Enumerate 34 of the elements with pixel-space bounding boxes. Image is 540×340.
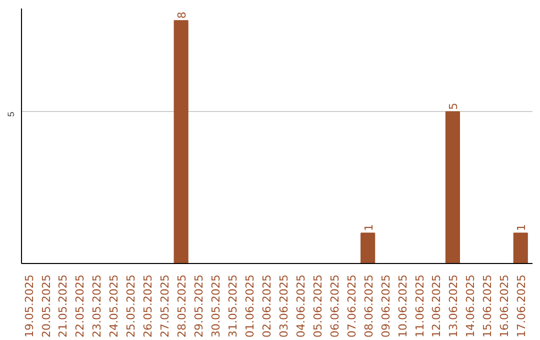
x-tick-label: 02.06.2025 <box>260 274 274 338</box>
x-tick-label: 12.06.2025 <box>430 274 444 338</box>
x-tick-label: 28.05.2025 <box>176 274 189 338</box>
x-tick-label: 15.06.2025 <box>481 274 494 338</box>
x-tick-label: 24.05.2025 <box>108 274 121 338</box>
x-tick-label: 26.05.2025 <box>142 274 155 338</box>
x-tick-label: 21.05.2025 <box>56 274 70 338</box>
x-tick-label: 11.06.2025 <box>413 274 426 338</box>
x-tick-label: 09.06.2025 <box>379 274 392 338</box>
x-tick-label: 30.05.2025 <box>210 274 223 338</box>
x-tick-label: 10.06.2025 <box>396 274 410 338</box>
x-tick-label: 29.05.2025 <box>192 274 206 338</box>
data-label: 5 <box>447 102 460 110</box>
data-label: 8 <box>176 12 189 19</box>
x-tick-label: 25.05.2025 <box>124 274 138 338</box>
x-tick-label: 22.05.2025 <box>74 274 87 338</box>
x-tick-label: 07.06.2025 <box>345 274 358 338</box>
x-tick-label: 19.05.2025 <box>22 274 36 338</box>
x-tick-label: 16.06.2025 <box>498 274 512 338</box>
data-label: 1 <box>362 224 376 232</box>
x-tick-label: 20.05.2025 <box>40 274 53 338</box>
x-tick-label: 14.06.2025 <box>464 274 478 338</box>
x-tick-label: 13.06.2025 <box>447 274 460 338</box>
data-label: 1 <box>515 224 528 232</box>
x-tick-label: 03.06.2025 <box>277 274 290 338</box>
x-tick-label: 04.06.2025 <box>294 274 308 338</box>
x-tick-label: 17.06.2025 <box>515 274 528 338</box>
x-tick-label: 23.05.2025 <box>90 274 104 338</box>
x-tick-label: 05.06.2025 <box>311 274 324 338</box>
x-tick-label: 27.05.2025 <box>158 274 172 338</box>
x-tick-label: 08.06.2025 <box>362 274 376 338</box>
x-tick-label: 31.05.2025 <box>226 274 240 338</box>
x-tick-label: 06.06.2025 <box>328 274 342 338</box>
x-tick-label: 01.06.2025 <box>243 274 256 338</box>
